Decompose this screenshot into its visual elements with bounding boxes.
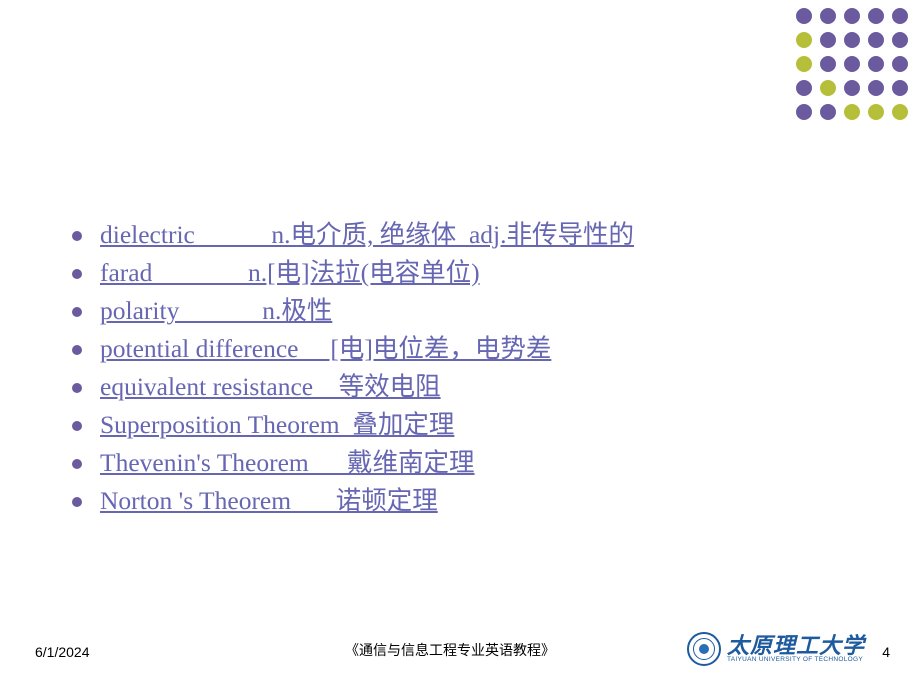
list-item: Superposition Theorem 叠加定理: [72, 408, 634, 442]
list-item: polarity n.极性: [72, 294, 634, 328]
decorative-dot: [844, 32, 860, 48]
bullet-icon: [72, 231, 82, 241]
decorative-dot: [844, 56, 860, 72]
logo-emblem-icon: [687, 632, 721, 666]
list-item: Norton 's Theorem 诺顿定理: [72, 484, 634, 518]
decorative-dot: [868, 32, 884, 48]
decorative-dot: [892, 104, 908, 120]
list-item: equivalent resistance 等效电阻: [72, 370, 634, 404]
list-item: farad n.[电]法拉(电容单位): [72, 256, 634, 290]
list-item: dielectric n.电介质, 绝缘体 adj.非传导性的: [72, 218, 634, 252]
decorative-dot: [868, 56, 884, 72]
bullet-icon: [72, 345, 82, 355]
footer-course-title: 《通信与信息工程专业英语教程》: [345, 640, 555, 660]
decorative-dot-grid: [796, 8, 912, 124]
term-text: equivalent resistance 等效电阻: [100, 370, 441, 404]
decorative-dot: [868, 8, 884, 24]
decorative-dot: [796, 32, 812, 48]
vocabulary-list: dielectric n.电介质, 绝缘体 adj.非传导性的 farad n.[…: [72, 218, 634, 522]
bullet-icon: [72, 421, 82, 431]
decorative-dot: [892, 56, 908, 72]
term-text: polarity n.极性: [100, 294, 332, 328]
logo-text: 太原理工大学 TAIYUAN UNIVERSITY OF TECHNOLOGY: [727, 635, 865, 664]
decorative-dot: [820, 80, 836, 96]
decorative-dot: [820, 56, 836, 72]
decorative-dot: [892, 32, 908, 48]
decorative-dot: [844, 104, 860, 120]
bullet-icon: [72, 459, 82, 469]
university-name-en: TAIYUAN UNIVERSITY OF TECHNOLOGY: [727, 657, 865, 664]
decorative-dot: [820, 32, 836, 48]
term-text: Norton 's Theorem 诺顿定理: [100, 484, 438, 518]
decorative-dot: [820, 8, 836, 24]
term-text: potential difference [电]电位差，电势差: [100, 332, 551, 366]
university-name-cn: 太原理工大学: [727, 635, 865, 657]
decorative-dot: [796, 8, 812, 24]
term-text: farad n.[电]法拉(电容单位): [100, 256, 480, 290]
term-text: Superposition Theorem 叠加定理: [100, 408, 454, 442]
university-logo: 太原理工大学 TAIYUAN UNIVERSITY OF TECHNOLOGY: [687, 632, 865, 666]
decorative-dot: [796, 80, 812, 96]
decorative-dot: [844, 8, 860, 24]
decorative-dot: [796, 104, 812, 120]
bullet-icon: [72, 383, 82, 393]
bullet-icon: [72, 307, 82, 317]
slide-footer: 6/1/2024 《通信与信息工程专业英语教程》 太原理工大学 TAIYUAN …: [0, 620, 920, 660]
list-item: potential difference [电]电位差，电势差: [72, 332, 634, 366]
decorative-dot: [868, 80, 884, 96]
bullet-icon: [72, 497, 82, 507]
decorative-dot: [844, 80, 860, 96]
term-text: Thevenin's Theorem 戴维南定理: [100, 446, 475, 480]
decorative-dot: [868, 104, 884, 120]
decorative-dot: [892, 8, 908, 24]
decorative-dot: [796, 56, 812, 72]
bullet-icon: [72, 269, 82, 279]
term-text: dielectric n.电介质, 绝缘体 adj.非传导性的: [100, 218, 634, 252]
page-number: 4: [882, 644, 890, 660]
footer-date: 6/1/2024: [35, 644, 90, 660]
list-item: Thevenin's Theorem 戴维南定理: [72, 446, 634, 480]
decorative-dot: [892, 80, 908, 96]
decorative-dot: [820, 104, 836, 120]
